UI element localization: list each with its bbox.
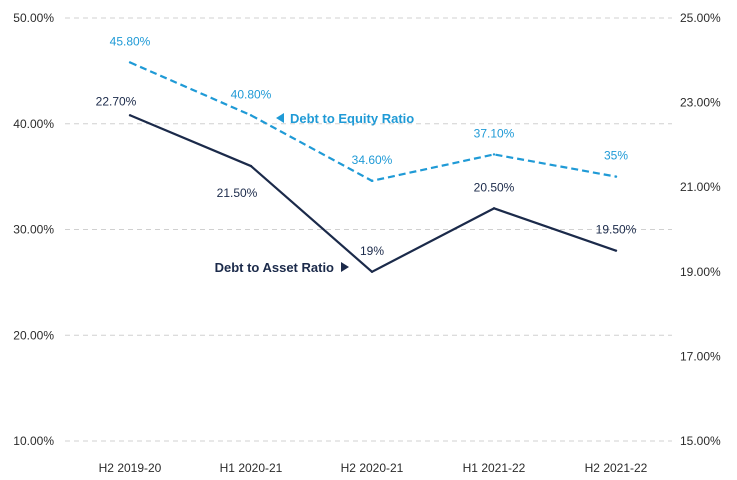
left-y-tick-label: 50.00% <box>13 11 54 25</box>
annotation-debt-to-equity-label: Debt to Equity Ratio <box>290 111 414 126</box>
left-y-axis: 10.00% 20.00% 30.00% 40.00% 50.00% <box>13 11 54 448</box>
data-point <box>249 114 253 117</box>
data-point <box>128 61 132 64</box>
data-label: 45.80% <box>110 34 151 48</box>
data-label: 20.50% <box>474 180 515 194</box>
right-y-tick-label: 19.00% <box>680 265 721 279</box>
data-point <box>492 207 496 210</box>
right-y-tick-label: 15.00% <box>680 434 721 448</box>
annotation-debt-to-asset-label: Debt to Asset Ratio <box>215 260 334 275</box>
annotation-debt-to-asset: Debt to Asset Ratio <box>215 260 349 275</box>
gridlines <box>65 17 672 442</box>
left-y-tick-label: 40.00% <box>13 117 54 131</box>
x-tick-label: H2 2021-22 <box>585 461 648 475</box>
x-axis: H2 2019-20 H1 2020-21 H2 2020-21 H1 2021-22… <box>99 461 648 475</box>
x-tick-label: H1 2020-21 <box>220 461 283 475</box>
data-label: 19% <box>360 244 384 258</box>
left-y-tick-label: 10.00% <box>13 434 54 448</box>
right-y-tick-label: 21.00% <box>680 180 721 194</box>
data-label: 37.10% <box>474 126 515 140</box>
data-label: 34.60% <box>352 153 393 167</box>
data-point <box>249 164 253 168</box>
right-y-axis: 15.00% 17.00% 19.00% 21.00% 23.00% 25.00% <box>680 11 721 448</box>
x-tick-label: H2 2019-20 <box>99 461 162 475</box>
left-y-tick-label: 30.00% <box>13 223 54 237</box>
data-point <box>128 114 132 117</box>
annotation-debt-to-equity: Debt to Equity Ratio <box>276 111 414 126</box>
data-label: 22.70% <box>96 94 137 108</box>
triangle-left-icon <box>276 113 284 123</box>
data-point <box>614 175 618 178</box>
data-point <box>370 270 374 273</box>
right-y-tick-label: 23.00% <box>680 96 721 110</box>
x-tick-label: H1 2021-22 <box>463 461 526 475</box>
data-point <box>370 179 374 183</box>
data-label: 35% <box>604 149 628 163</box>
series-layer <box>128 61 618 273</box>
data-label: 21.50% <box>217 186 258 200</box>
right-y-tick-label: 25.00% <box>680 11 721 25</box>
data-point <box>492 153 496 156</box>
triangle-right-icon <box>341 262 349 272</box>
left-y-tick-label: 20.00% <box>13 328 54 342</box>
data-labels: 45.80% 40.80% 34.60% 37.10% 35% 22.70% 21.50% 1… <box>96 34 637 257</box>
x-tick-label: H2 2020-21 <box>341 461 404 475</box>
data-point <box>614 249 618 252</box>
data-label: 40.80% <box>231 87 272 101</box>
data-label: 19.50% <box>596 223 637 237</box>
right-y-tick-label: 17.00% <box>680 349 721 363</box>
